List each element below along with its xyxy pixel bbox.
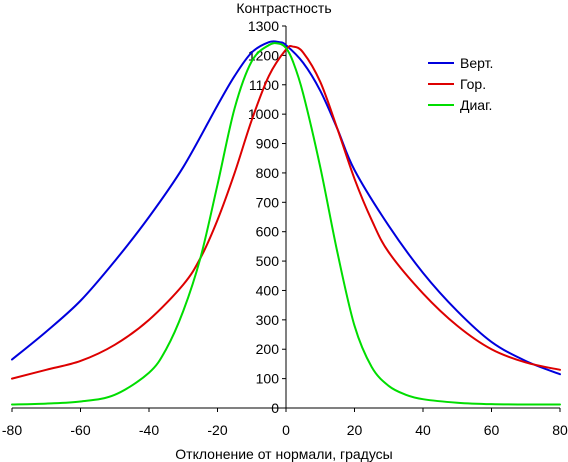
y-tick-label: 800: [256, 165, 280, 181]
x-tick-label: 40: [415, 422, 431, 438]
y-tick-label: 500: [256, 253, 280, 269]
legend-label: Гор.: [460, 76, 486, 92]
x-tick-label: 0: [282, 422, 290, 438]
x-tick-label: -80: [2, 422, 22, 438]
y-tick-label: 900: [256, 136, 280, 152]
x-tick-label: -60: [70, 422, 90, 438]
y-tick-label: 400: [256, 282, 280, 298]
y-axis-title: Контрастность: [236, 0, 331, 16]
y-tick-label: 200: [256, 341, 280, 357]
x-tick-label: 80: [552, 422, 568, 438]
y-tick-label: 300: [256, 312, 280, 328]
y-tick-label: 1300: [248, 18, 279, 34]
axes: [12, 26, 560, 409]
legend: Верт. Гор. Диаг.: [428, 55, 493, 113]
y-axis-ticks: 0100200300400500600700800900100011001200…: [248, 18, 286, 416]
y-tick-label: 100: [256, 371, 280, 387]
legend-label: Верт.: [460, 55, 493, 71]
series-line-2: [11, 44, 561, 380]
x-tick-label: 20: [347, 422, 363, 438]
x-axis-ticks: -80 -60 -40 -20 0 20 40 60 80: [2, 408, 568, 438]
y-tick-label: 1200: [248, 47, 279, 63]
series-layer: [11, 40, 561, 406]
x-axis-title: Отклонение от нормали, градусы: [175, 446, 392, 462]
series-line-3: [11, 42, 561, 406]
y-tick-label: 600: [256, 224, 280, 240]
legend-label: Диаг.: [460, 97, 492, 113]
series-line-1: [11, 40, 561, 376]
x-tick-label: -20: [207, 422, 227, 438]
x-tick-label: -40: [139, 422, 159, 438]
y-tick-label: 700: [256, 194, 280, 210]
x-tick-label: 60: [484, 422, 500, 438]
